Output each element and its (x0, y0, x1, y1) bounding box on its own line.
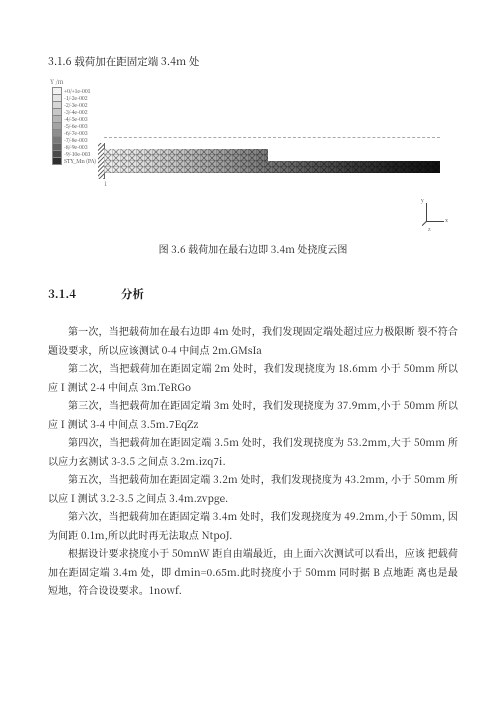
analysis-number: 3.1.4 (48, 286, 118, 302)
body-paragraph: 第四次，当把载荷加在距固定端 3.5m 处时，我们发现挠度为 53.2mm,大于… (48, 433, 458, 470)
triad-y-axis (426, 203, 427, 221)
deflection-contour-figure: Y /m +0/+1e-001-1/-2e-002-2/-3e-002-3/-4… (48, 77, 456, 235)
figure-caption: 图 3.6 载荷加在最右边即 3.4m 处挠度云图 (48, 241, 458, 256)
datum-dashed-line (104, 137, 440, 138)
body-paragraph: 第五次，当把载荷加在距固定端 3.2m 处时，我们发现挠度为 43.2mm, 小… (48, 470, 458, 507)
triad-z-axis (422, 221, 427, 226)
analysis-heading: 3.1.4 分析 (48, 286, 458, 302)
triad-x-label: x (445, 217, 448, 224)
analysis-title: 分析 (121, 286, 144, 302)
beam-upper-row (104, 149, 268, 161)
beam-mesh-nodes (104, 149, 268, 161)
legend-swatch (52, 157, 62, 165)
coordinate-triad: x y z (422, 203, 448, 229)
legend-label: STY_Mn (PA) (64, 157, 96, 165)
beam-mesh-nodes (104, 161, 440, 173)
body-paragraph: 第三次，当把载荷加在距固定端 3m 处时，我们发现挠度为 37.9mm,小于 5… (48, 396, 458, 433)
body-paragraph: 第二次，当把载荷加在距固定端 2m 处时，我们发现挠度为 18.6mm 小于 5… (48, 359, 458, 396)
triad-y-label: y (421, 197, 424, 204)
y-axis-title: Y /m (50, 77, 64, 86)
point-marker: 1 (104, 179, 107, 188)
beam-lower-row (104, 161, 440, 173)
body-paragraph: 第一次，当把载荷加在最右边即 4m 处时，我们发现固定端处超过应力极限断 裂不符… (48, 322, 458, 359)
body-paragraph: 根据设计要求挠度小于 50mnW 距自由端最近，由上面六次测试可以看出，应该 把… (48, 544, 458, 600)
section-heading: 3.1.6 载荷加在距固定端 3.4m 处 (48, 54, 458, 69)
beam-mesh (104, 149, 440, 173)
triad-z-label: z (428, 226, 431, 233)
analysis-body: 第一次，当把载荷加在最右边即 4m 处时，我们发现固定端处超过应力极限断 裂不符… (48, 322, 458, 600)
body-paragraph: 第六次，当把载荷加在距固定端 3.4m 处时，我们发现挠度为 49.2mm,小于… (48, 507, 458, 544)
triad-x-axis (426, 221, 444, 222)
